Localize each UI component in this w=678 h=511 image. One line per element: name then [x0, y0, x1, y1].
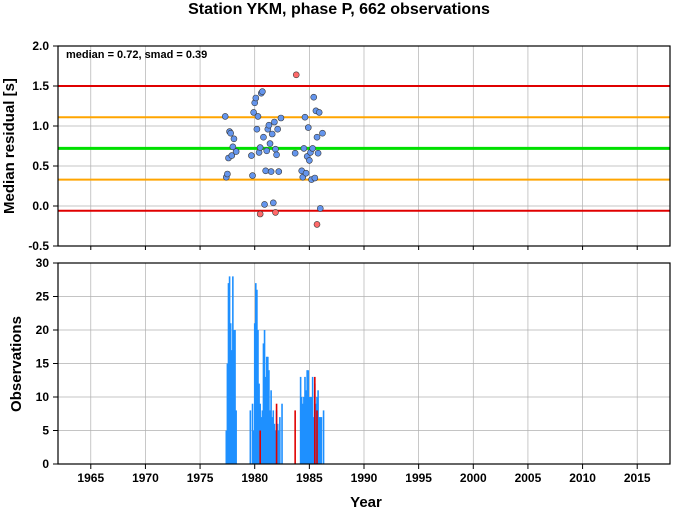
- reference-lines: [58, 85, 670, 212]
- residual-grid: [58, 45, 670, 247]
- residual-point: [268, 130, 276, 138]
- residual-point: [263, 147, 271, 155]
- y-tick-label: 30: [36, 256, 50, 270]
- residual-point: [313, 133, 321, 141]
- residual-point: [319, 129, 326, 137]
- residual-point: [265, 121, 273, 129]
- y-tick-label: 0.0: [32, 199, 49, 213]
- residual-point: [300, 145, 308, 152]
- residual-point: [252, 94, 260, 102]
- x-tick-label: 2005: [515, 471, 542, 485]
- x-tick-label: 1970: [132, 471, 159, 485]
- residual-point: [254, 113, 262, 120]
- residual-point: [256, 144, 264, 151]
- residual-point: [272, 145, 279, 153]
- observations-frame: [57, 262, 671, 465]
- residual-point: [311, 174, 319, 182]
- residual-point: [272, 209, 279, 216]
- y-tick-label: -0.5: [28, 239, 49, 253]
- residual-point: [269, 199, 277, 207]
- residual-point: [249, 172, 256, 179]
- residual-point: [224, 170, 231, 178]
- residual-point: [301, 113, 309, 121]
- residual-point: [310, 93, 318, 101]
- residual-point: [309, 145, 316, 152]
- residual-frame: [57, 45, 671, 247]
- residual-point: [275, 168, 283, 175]
- residual-point: [248, 152, 255, 159]
- residual-point: [302, 169, 310, 177]
- observations-y-ticks: 0 5 10 15 20 25 30: [36, 256, 58, 471]
- residual-point: [313, 221, 321, 228]
- residual-point: [271, 118, 278, 126]
- residual-point: [250, 109, 257, 116]
- x-tick-label: 2010: [569, 471, 596, 485]
- x-tick-label: 1995: [405, 471, 432, 485]
- y-tick-label: 0.5: [32, 159, 49, 173]
- observations-grid: [58, 262, 670, 465]
- residual-y-axis-label: Median residual [s]: [1, 78, 18, 214]
- x-tick-label: 2015: [624, 471, 651, 485]
- year-ticks: 1965 1970 1975 1980 1985 1990 1995 2000 2005 2010…: [77, 464, 651, 485]
- chart-title: Station YKM, phase P, 662 observations: [188, 1, 490, 18]
- residual-points: [221, 71, 326, 228]
- y-tick-label: 20: [36, 323, 50, 337]
- residual-point: [228, 152, 236, 159]
- residual-point: [261, 201, 268, 208]
- residual-point: [221, 113, 229, 120]
- residual-point: [274, 125, 281, 133]
- residual-point: [227, 129, 234, 137]
- residual-point: [232, 148, 240, 155]
- residual-point: [273, 151, 280, 159]
- y-tick-label: 15: [36, 357, 50, 371]
- residual-point: [267, 168, 275, 175]
- residual-panel: median = 0.72, smad = 0.39 -0.5 0.0 0.5 1.0…: [1, 39, 671, 253]
- residual-point: [256, 210, 264, 218]
- y-tick-label: 2.0: [32, 39, 49, 53]
- residual-point: [306, 157, 313, 164]
- observations-y-axis-label: Observations: [8, 316, 25, 412]
- y-tick-label: 0: [42, 457, 49, 471]
- y-tick-label: 10: [36, 390, 50, 404]
- x-tick-label: 1980: [241, 471, 268, 485]
- residual-point: [260, 133, 267, 141]
- residual-point: [262, 167, 269, 175]
- observation-bars: [225, 276, 325, 464]
- residual-point: [266, 140, 274, 147]
- residual-y-ticks: -0.5 0.0 0.5 1.0 1.5 2.0: [28, 39, 638, 253]
- residual-point: [316, 205, 324, 212]
- x-tick-label: 1965: [77, 471, 104, 485]
- residual-point: [304, 124, 312, 131]
- residual-point: [315, 109, 323, 116]
- residual-point: [291, 149, 299, 157]
- y-tick-label: 1.0: [32, 119, 49, 133]
- x-tick-label: 1975: [187, 471, 214, 485]
- x-tick-label: 1985: [296, 471, 323, 485]
- observations-panel: 0 5 10 15 20 25 30 1965 1970 1975 1980 1985 1990 199…: [8, 256, 671, 511]
- residual-point: [314, 149, 322, 157]
- median-annotation: median = 0.72, smad = 0.39: [66, 49, 207, 61]
- residual-point: [253, 125, 261, 133]
- y-tick-label: 25: [36, 290, 50, 304]
- y-tick-label: 1.5: [32, 79, 49, 93]
- residual-point: [259, 88, 266, 95]
- residual-point: [277, 114, 285, 122]
- x-tick-label: 2000: [460, 471, 487, 485]
- x-tick-label: 1990: [351, 471, 378, 485]
- residual-point: [292, 71, 300, 79]
- y-tick-label: 5: [42, 424, 49, 438]
- x-axis-label: Year: [350, 494, 382, 511]
- residual-point: [229, 143, 237, 151]
- residual-point: [230, 135, 238, 143]
